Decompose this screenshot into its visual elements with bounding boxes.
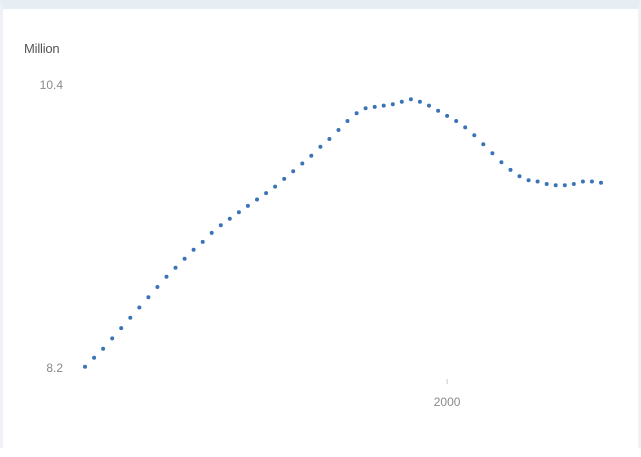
data-point: [562, 183, 567, 188]
data-point: [236, 210, 241, 215]
y-unit-label: Million: [24, 41, 60, 56]
data-point: [200, 239, 205, 244]
data-point: [436, 108, 441, 113]
data-point: [599, 180, 603, 185]
data-point: [589, 179, 594, 184]
y-tick-label: 8.2: [46, 361, 63, 375]
data-point: [535, 179, 540, 184]
data-point: [381, 103, 386, 108]
data-point: [399, 99, 404, 104]
data-point: [227, 216, 232, 221]
y-tick-label: 10.4: [40, 78, 64, 92]
data-point: [209, 230, 214, 235]
data-point: [508, 167, 513, 172]
data-point: [164, 274, 169, 279]
data-point: [110, 336, 115, 341]
data-point: [218, 223, 223, 228]
data-point: [309, 153, 314, 158]
data-point: [553, 183, 558, 188]
data-point: [327, 137, 332, 141]
data-point: [264, 191, 269, 196]
data-point: [92, 355, 97, 360]
data-point: [345, 119, 350, 123]
data-point: [499, 160, 504, 165]
data-point: [255, 197, 259, 202]
data-point: [526, 178, 531, 183]
data-point: [300, 161, 305, 166]
x-tick-label: 2000: [434, 395, 461, 409]
data-point: [273, 184, 278, 189]
data-point: [472, 133, 477, 138]
data-points: [83, 97, 603, 369]
data-point: [580, 179, 585, 184]
data-point: [372, 104, 377, 109]
data-point: [128, 315, 133, 320]
y-tick-labels: 10.4 8.2: [40, 78, 64, 375]
data-point: [119, 326, 124, 331]
data-point: [517, 174, 522, 179]
data-point: [408, 97, 413, 102]
data-point: [481, 142, 486, 147]
data-point: [137, 305, 142, 310]
data-point: [155, 285, 160, 289]
data-point: [427, 103, 431, 108]
data-point: [463, 125, 468, 130]
data-point: [191, 247, 196, 252]
data-point: [291, 169, 296, 174]
data-point: [282, 176, 287, 181]
data-point: [182, 256, 187, 261]
data-point: [101, 346, 106, 351]
data-point: [490, 151, 495, 156]
data-point: [245, 203, 250, 208]
data-point: [544, 182, 549, 186]
data-point: [363, 106, 368, 111]
population-chart: 10.4 8.2 2000: [40, 78, 603, 409]
data-point: [354, 111, 359, 116]
data-point: [336, 128, 341, 132]
data-point: [417, 99, 422, 104]
data-point: [318, 144, 323, 149]
data-point: [83, 364, 87, 369]
data-point: [390, 102, 395, 107]
x-tick-labels: 2000: [434, 379, 461, 409]
data-point: [173, 265, 178, 270]
data-point: [146, 295, 151, 300]
data-point: [445, 113, 450, 118]
data-point: [571, 182, 576, 186]
data-point: [454, 119, 459, 123]
